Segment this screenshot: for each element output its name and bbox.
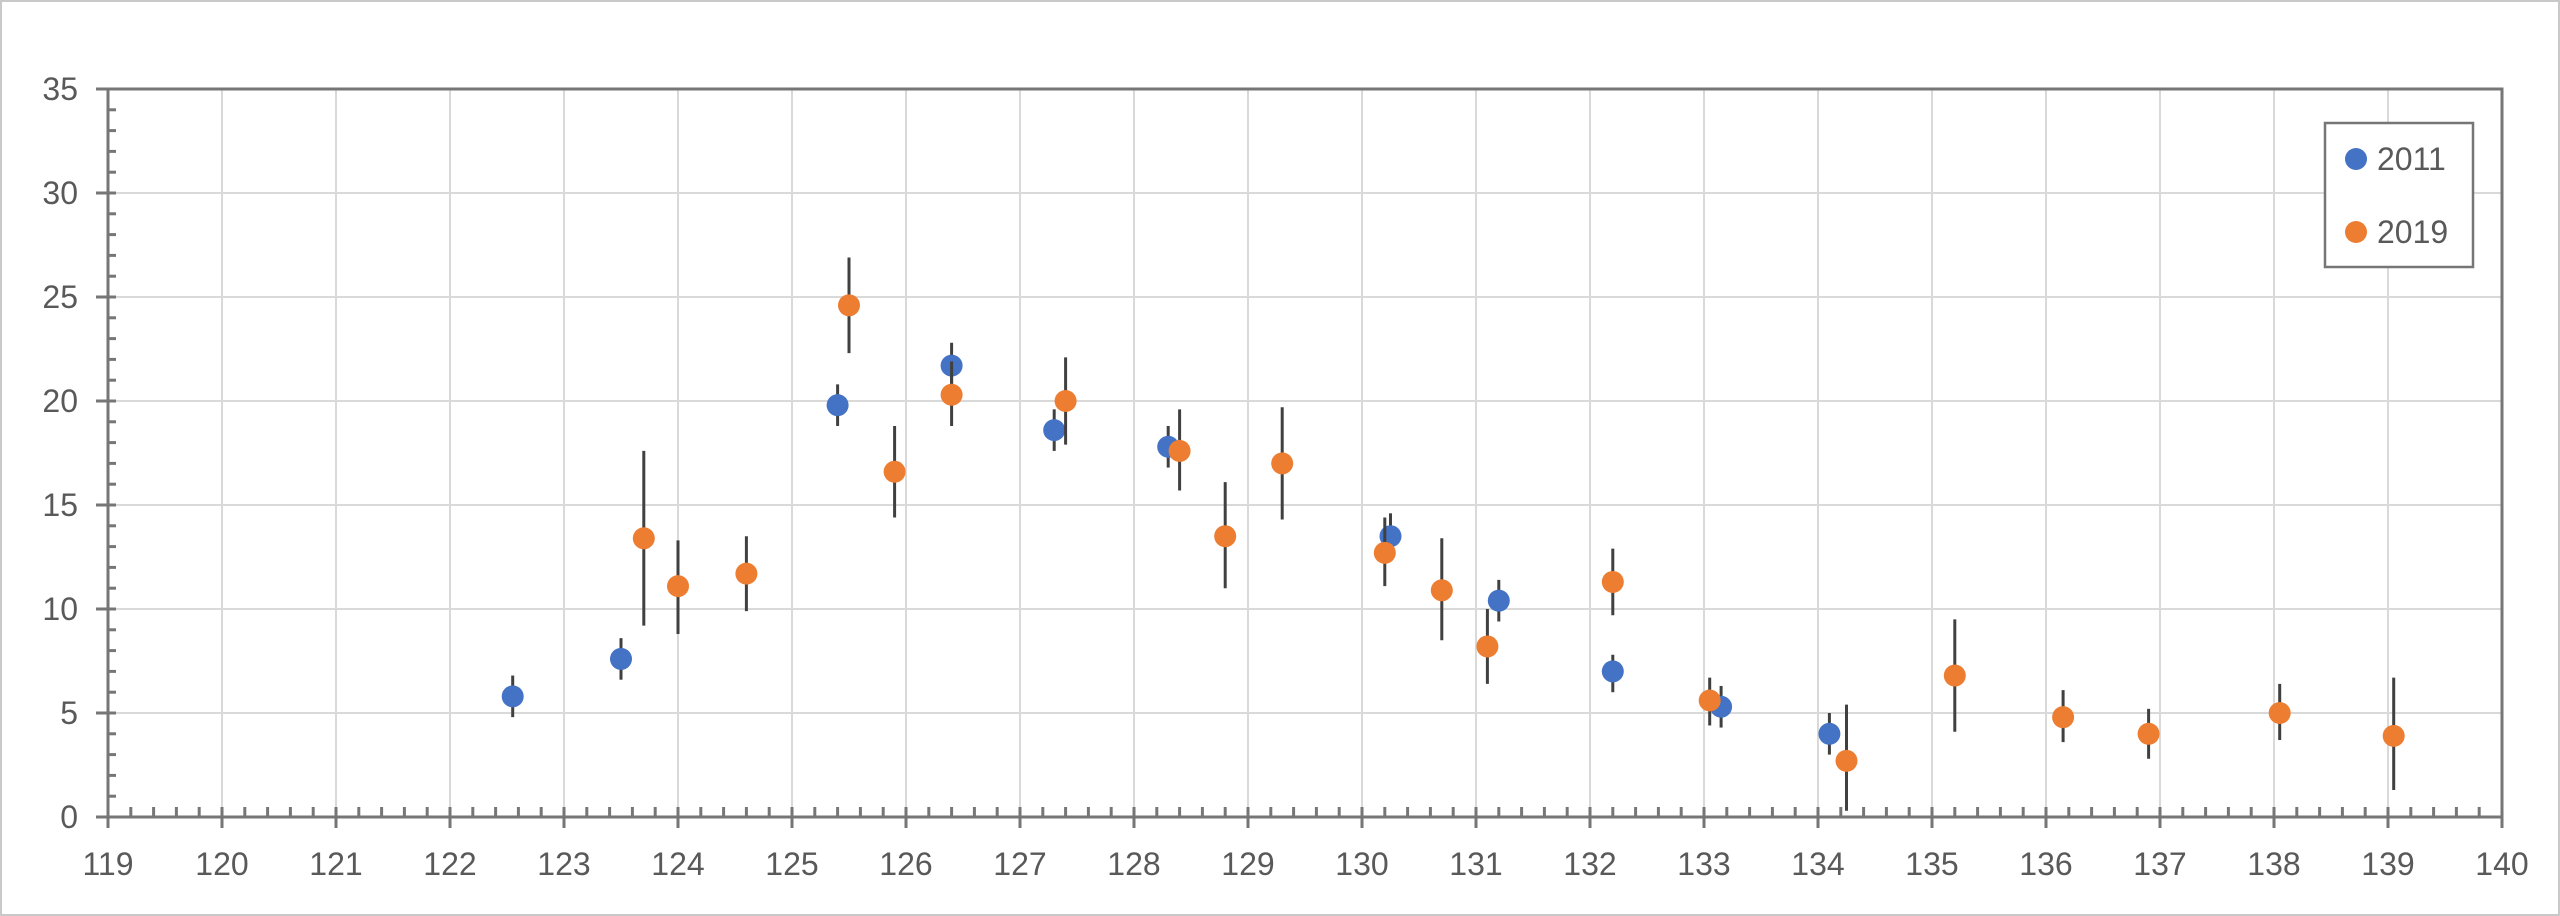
data-point (1271, 452, 1294, 475)
y-tick-label: 20 (42, 383, 78, 419)
x-tick-label: 123 (537, 846, 590, 882)
data-point (1476, 635, 1499, 658)
legend-entry-2011: 2011 (2345, 141, 2446, 177)
x-tick-label: 130 (1335, 846, 1388, 882)
legend: 2011 2019 (2323, 121, 2475, 269)
x-tick-label: 137 (2133, 846, 2186, 882)
y-tick-label: 35 (42, 71, 78, 107)
legend-marker-icon (2345, 221, 2367, 243)
x-tick-label: 128 (1107, 846, 1160, 882)
data-point (735, 562, 758, 585)
data-point (610, 647, 632, 670)
data-point (632, 527, 655, 550)
data-point (838, 294, 860, 317)
x-tick-label: 121 (309, 846, 362, 882)
x-tick-label: 125 (765, 846, 818, 882)
legend-label: 2019 (2377, 214, 2448, 250)
plot-area-border (106, 87, 2504, 819)
data-point (1373, 541, 1396, 564)
data-point (1168, 439, 1191, 462)
data-point (1818, 722, 1841, 745)
legend-box (2323, 121, 2475, 269)
x-tick-label: 126 (879, 846, 932, 882)
data-point (1601, 660, 1624, 683)
data-point (501, 685, 524, 708)
y-tick-label: 15 (42, 487, 78, 523)
y-tick-label: 30 (42, 175, 78, 211)
data-point (1214, 525, 1237, 548)
x-tick-label: 134 (1791, 846, 1844, 882)
data-point (667, 575, 689, 598)
x-tick-label: 122 (423, 846, 476, 882)
data-point (2137, 722, 2160, 745)
x-tick-label: 135 (1905, 846, 1958, 882)
x-tick-label: 131 (1449, 846, 1502, 882)
y-axis-labels: 0 5 10 15 20 25 30 35 (42, 71, 78, 835)
data-point (2052, 706, 2075, 729)
series-2019 (632, 294, 2405, 772)
legend-entry-2019: 2019 (2345, 214, 2448, 250)
x-tick-label: 132 (1563, 846, 1616, 882)
x-tick-label: 124 (651, 846, 704, 882)
data-point (1835, 749, 1858, 772)
x-tick-label: 119 (82, 846, 133, 882)
x-tick-label: 140 (2475, 846, 2528, 882)
axis-ticks (96, 87, 2504, 828)
y-tick-label: 10 (42, 591, 78, 627)
data-point (940, 383, 963, 406)
x-axis-labels: 119 120 121 122 123 124 125 126 127 128 129 130 131 1… (82, 846, 2528, 882)
data-point (1043, 419, 1066, 442)
x-tick-label: 127 (993, 846, 1046, 882)
x-tick-label: 138 (2247, 846, 2300, 882)
legend-marker-icon (2345, 148, 2367, 170)
data-point (2268, 702, 2291, 724)
y-tick-label: 5 (60, 695, 78, 731)
x-tick-label: 129 (1221, 846, 1274, 882)
gridlines (108, 89, 2502, 817)
x-tick-label: 120 (195, 846, 248, 882)
data-point (1601, 570, 1624, 593)
data-point (826, 394, 849, 417)
data-point (883, 460, 906, 483)
data-point (1943, 664, 1966, 687)
data-point (1487, 589, 1510, 612)
y-tick-label: 25 (42, 279, 78, 315)
y-tick-label: 0 (60, 799, 78, 835)
x-tick-label: 139 (2361, 846, 2414, 882)
data-point (1698, 689, 1721, 712)
data-point (1430, 579, 1453, 602)
data-point (1054, 390, 1077, 412)
x-tick-label: 136 (2019, 846, 2072, 882)
data-point (2382, 724, 2405, 747)
x-tick-label: 133 (1677, 846, 1730, 882)
legend-label: 2011 (2377, 141, 2446, 177)
